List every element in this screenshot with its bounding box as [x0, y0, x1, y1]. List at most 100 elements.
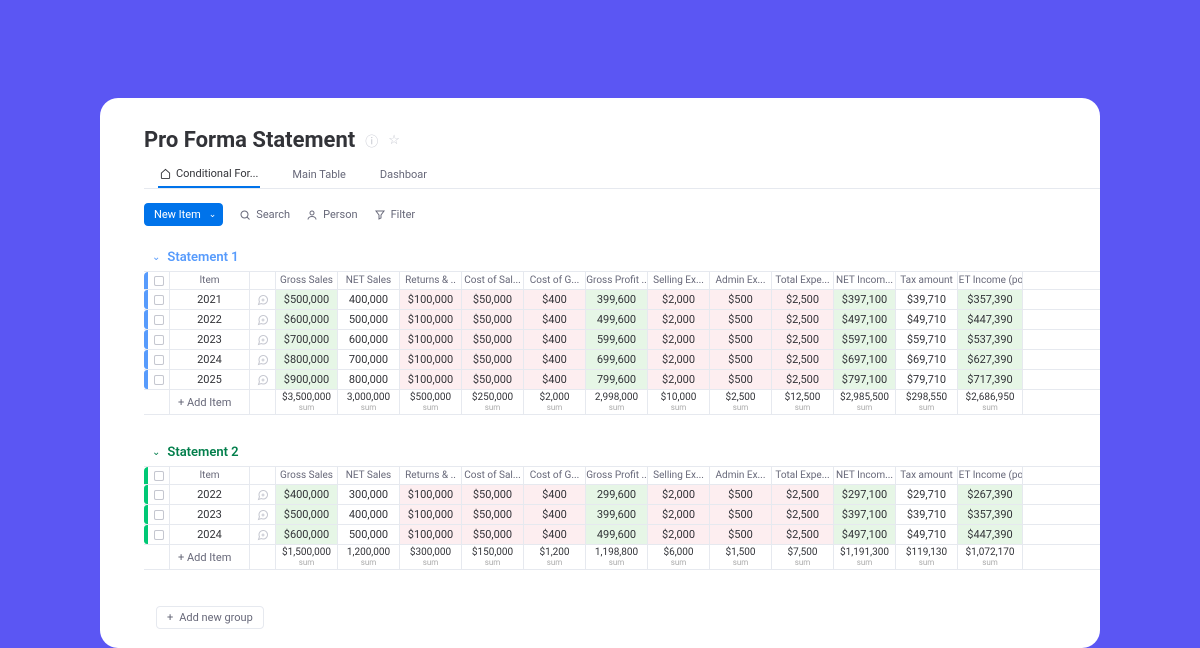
- cell[interactable]: $397,100: [834, 290, 896, 309]
- cell[interactable]: $2,000: [648, 350, 710, 369]
- cell[interactable]: $400: [524, 370, 586, 389]
- cell[interactable]: $297,100: [834, 485, 896, 504]
- cell[interactable]: $69,710: [896, 350, 958, 369]
- cell[interactable]: $2,000: [648, 525, 710, 544]
- cell[interactable]: $2,500: [772, 525, 834, 544]
- checkbox-header[interactable]: [148, 272, 170, 289]
- cell[interactable]: $2,500: [772, 370, 834, 389]
- cell[interactable]: $500: [710, 370, 772, 389]
- col-header[interactable]: NET Income (po..: [958, 272, 1023, 289]
- cell-item[interactable]: 2022: [170, 310, 250, 329]
- cell[interactable]: 499,600: [586, 310, 648, 329]
- add-item-button[interactable]: + Add Item: [170, 390, 250, 414]
- cell[interactable]: $100,000: [400, 290, 462, 309]
- tab-dashboard[interactable]: Dashboar: [378, 161, 429, 188]
- col-header[interactable]: NET Sales: [338, 272, 400, 289]
- cell[interactable]: $49,710: [896, 310, 958, 329]
- cell-item[interactable]: 2024: [170, 525, 250, 544]
- cell[interactable]: 500,000: [338, 310, 400, 329]
- cell[interactable]: $500: [710, 350, 772, 369]
- col-header[interactable]: NET Income (po..: [958, 467, 1023, 484]
- cell[interactable]: $597,100: [834, 330, 896, 349]
- cell[interactable]: $50,000: [462, 310, 524, 329]
- cell[interactable]: $267,390: [958, 485, 1023, 504]
- message-icon[interactable]: [250, 485, 276, 504]
- col-header[interactable]: NET Incom...: [834, 467, 896, 484]
- cell[interactable]: 799,600: [586, 370, 648, 389]
- filter-button[interactable]: Filter: [374, 208, 416, 221]
- cell[interactable]: $400: [524, 485, 586, 504]
- col-header[interactable]: Cost of G...: [524, 272, 586, 289]
- cell[interactable]: $497,100: [834, 310, 896, 329]
- col-header[interactable]: Gross Profit ..: [586, 467, 648, 484]
- person-button[interactable]: Person: [306, 208, 357, 221]
- col-header[interactable]: Gross Sales: [276, 467, 338, 484]
- cell[interactable]: $400: [524, 350, 586, 369]
- cell[interactable]: $600,000: [276, 310, 338, 329]
- cell[interactable]: $59,710: [896, 330, 958, 349]
- message-icon[interactable]: [250, 330, 276, 349]
- cell[interactable]: $797,100: [834, 370, 896, 389]
- search-button[interactable]: Search: [239, 208, 290, 221]
- cell[interactable]: 400,000: [338, 290, 400, 309]
- cell[interactable]: $2,000: [648, 505, 710, 524]
- add-group-button[interactable]: + Add new group: [156, 606, 264, 629]
- cell[interactable]: $357,390: [958, 290, 1023, 309]
- cell[interactable]: $800,000: [276, 350, 338, 369]
- cell[interactable]: $500,000: [276, 505, 338, 524]
- col-header[interactable]: Tax amount: [896, 272, 958, 289]
- cell[interactable]: $29,710: [896, 485, 958, 504]
- cell[interactable]: $2,500: [772, 350, 834, 369]
- cell[interactable]: 499,600: [586, 525, 648, 544]
- col-header-item[interactable]: Item: [170, 272, 250, 289]
- cell[interactable]: $500: [710, 485, 772, 504]
- col-header[interactable]: Cost of Sal...: [462, 467, 524, 484]
- cell[interactable]: $49,710: [896, 525, 958, 544]
- cell[interactable]: $50,000: [462, 485, 524, 504]
- row-checkbox[interactable]: [148, 485, 170, 504]
- cell[interactable]: $100,000: [400, 485, 462, 504]
- table-row[interactable]: 2023$500,000400,000$100,000$50,000$40039…: [144, 504, 1100, 524]
- cell[interactable]: $2,000: [648, 290, 710, 309]
- cell[interactable]: $100,000: [400, 505, 462, 524]
- cell[interactable]: $400,000: [276, 485, 338, 504]
- cell[interactable]: $2,500: [772, 310, 834, 329]
- col-header[interactable]: Cost of G...: [524, 467, 586, 484]
- cell[interactable]: $50,000: [462, 525, 524, 544]
- tab-main-table[interactable]: Main Table: [290, 161, 347, 188]
- cell[interactable]: $400: [524, 310, 586, 329]
- cell[interactable]: $717,390: [958, 370, 1023, 389]
- cell[interactable]: 399,600: [586, 290, 648, 309]
- cell[interactable]: $400: [524, 290, 586, 309]
- cell-item[interactable]: 2024: [170, 350, 250, 369]
- info-icon[interactable]: ⓘ: [365, 131, 378, 150]
- cell-item[interactable]: 2022: [170, 485, 250, 504]
- message-icon[interactable]: [250, 370, 276, 389]
- cell[interactable]: $400: [524, 330, 586, 349]
- cell[interactable]: 299,600: [586, 485, 648, 504]
- cell[interactable]: $50,000: [462, 290, 524, 309]
- cell[interactable]: 600,000: [338, 330, 400, 349]
- cell[interactable]: $2,000: [648, 310, 710, 329]
- cell[interactable]: $50,000: [462, 370, 524, 389]
- cell[interactable]: $50,000: [462, 330, 524, 349]
- table-row[interactable]: 2022$600,000500,000$100,000$50,000$40049…: [144, 309, 1100, 329]
- cell[interactable]: $2,000: [648, 370, 710, 389]
- cell[interactable]: 399,600: [586, 505, 648, 524]
- cell[interactable]: 300,000: [338, 485, 400, 504]
- cell[interactable]: 700,000: [338, 350, 400, 369]
- message-icon[interactable]: [250, 525, 276, 544]
- cell[interactable]: $100,000: [400, 525, 462, 544]
- cell[interactable]: $100,000: [400, 350, 462, 369]
- row-checkbox[interactable]: [148, 290, 170, 309]
- col-header[interactable]: Tax amount: [896, 467, 958, 484]
- tab-conditional[interactable]: Conditional For...: [158, 161, 260, 188]
- cell[interactable]: $900,000: [276, 370, 338, 389]
- cell[interactable]: $447,390: [958, 525, 1023, 544]
- table-row[interactable]: 2023$700,000600,000$100,000$50,000$40059…: [144, 329, 1100, 349]
- row-checkbox[interactable]: [148, 505, 170, 524]
- col-header[interactable]: Gross Profit ..: [586, 272, 648, 289]
- star-icon[interactable]: ☆: [388, 133, 400, 148]
- cell[interactable]: $500: [710, 330, 772, 349]
- cell[interactable]: $627,390: [958, 350, 1023, 369]
